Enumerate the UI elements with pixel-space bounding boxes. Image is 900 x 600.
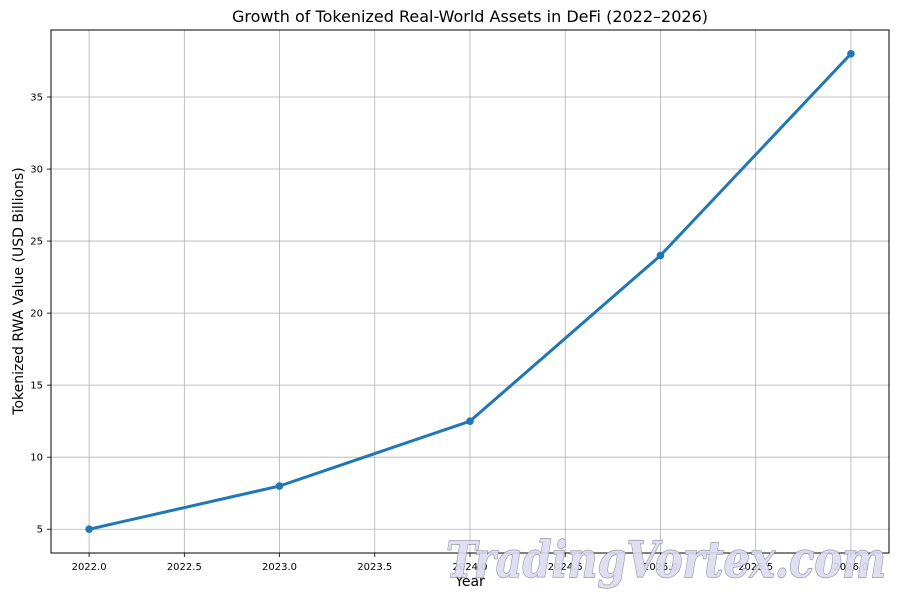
data-point-marker	[656, 251, 665, 260]
data-markers	[85, 49, 855, 534]
x-tick-label: 2024.0	[453, 562, 488, 573]
x-axis-label: Year	[454, 574, 485, 590]
y-axis-ticks: 5 10 15 20 25 30 35	[30, 92, 51, 536]
x-tick-label: 2022.0	[72, 562, 107, 573]
x-tick-label: 2022.5	[167, 562, 202, 573]
chart-title: Growth of Tokenized Real-World Assets in…	[232, 7, 708, 26]
data-point-marker	[275, 482, 284, 490]
data-point-marker	[85, 525, 93, 534]
y-tick-label: 20	[30, 309, 43, 320]
y-tick-label: 15	[30, 381, 43, 392]
data-point-marker	[466, 417, 474, 425]
x-tick-label: 2023.0	[262, 562, 297, 573]
x-axis-ticks: 2022.0 2022.5 2023.0 2023.5 2024.0 2024.5 2025…	[72, 553, 868, 573]
x-tick-label: 2025.0	[643, 562, 678, 573]
y-tick-label: 25	[30, 237, 43, 248]
y-tick-label: 35	[30, 92, 43, 103]
grid-lines	[51, 30, 889, 553]
y-tick-label: 5	[37, 525, 43, 536]
x-tick-label: 2024.5	[548, 562, 583, 573]
x-tick-label: 2023.5	[357, 562, 392, 573]
data-point-marker	[847, 49, 855, 58]
x-tick-label: 2025.5	[738, 562, 773, 573]
y-tick-label: 10	[30, 453, 43, 464]
watermark-text: TradingVortex.com	[446, 530, 886, 589]
y-axis-label: Tokenized RWA Value (USD Billions)	[11, 167, 27, 415]
x-tick-label: 2026.0	[833, 562, 868, 573]
y-tick-label: 30	[30, 165, 43, 176]
